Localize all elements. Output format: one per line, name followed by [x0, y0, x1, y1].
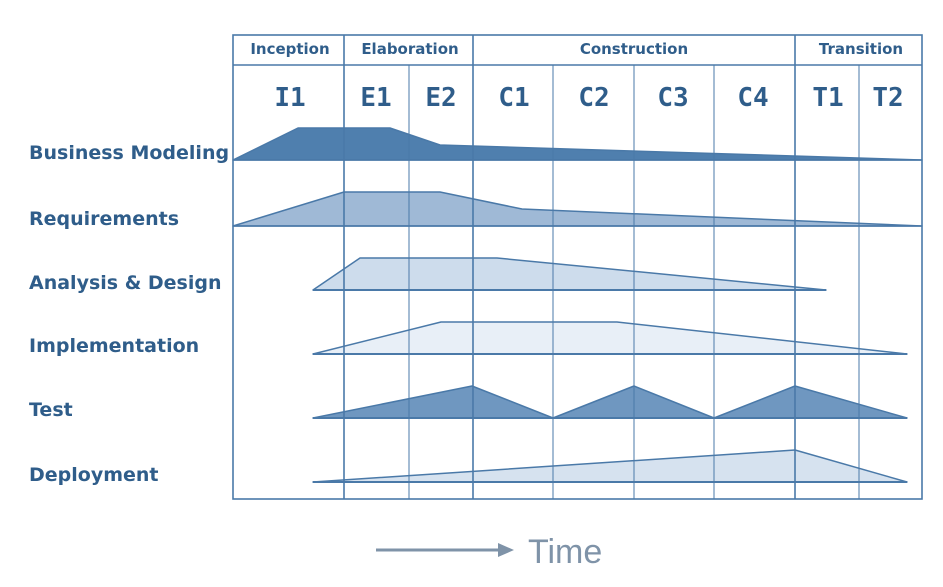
hump-business-modeling [232, 127, 923, 161]
iteration-label-c4: C4 [737, 83, 768, 113]
iteration-label-c1: C1 [498, 83, 529, 113]
iteration-label-e2: E2 [425, 83, 456, 113]
grid-frame [232, 34, 923, 500]
time-arrow-head [498, 543, 514, 557]
discipline-label-analysis-design: Analysis & Design [29, 272, 222, 294]
hump-implementation [312, 321, 908, 355]
iteration-label-t2: T2 [872, 83, 903, 113]
phase-label-transition: Transition [819, 40, 903, 58]
hump-deployment [312, 449, 908, 483]
phase-label-construction: Construction [580, 40, 688, 58]
discipline-baselines [313, 289, 907, 483]
iteration-label-c3: C3 [657, 83, 688, 113]
iteration-label-c2: C2 [578, 83, 609, 113]
phase-label-elaboration: Elaboration [361, 40, 458, 58]
hump-test [312, 385, 908, 419]
time-axis-label: Time [528, 533, 602, 571]
discipline-label-implementation: Implementation [29, 335, 199, 357]
time-axis: Time [376, 533, 602, 571]
discipline-label-test: Test [29, 399, 73, 421]
discipline-label-requirements: Requirements [29, 208, 179, 230]
hump-requirements [232, 191, 923, 227]
iteration-label-i1: I1 [274, 83, 305, 113]
iteration-label-e1: E1 [360, 83, 391, 113]
grid-outer-border [232, 34, 923, 500]
discipline-label-business-modeling: Business Modeling [29, 142, 229, 164]
iteration-label-t1: T1 [812, 83, 843, 113]
discipline-label-deployment: Deployment [29, 464, 159, 486]
phase-label-inception: Inception [250, 40, 329, 58]
hump-analysis-design [312, 257, 827, 291]
